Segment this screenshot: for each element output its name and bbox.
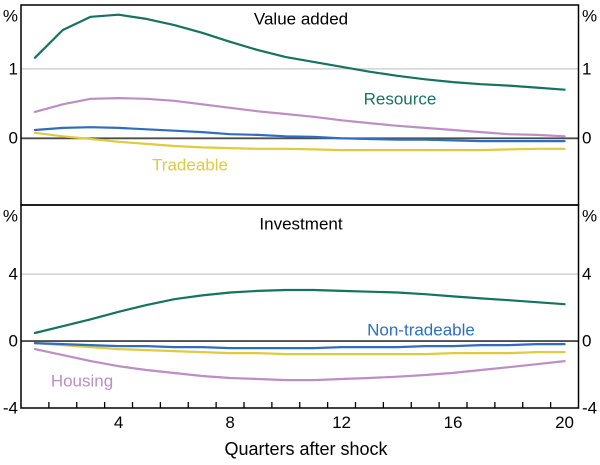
y-tick-label-left: 4 [8,264,18,284]
x-tick-label: 8 [225,413,235,432]
housing-series-label: Housing [50,371,114,391]
tradeable-line [33,131,566,152]
tradeable-line [33,342,566,356]
y-axis-unit-right: % [582,206,598,226]
y-tick-label-left: 0 [8,331,18,351]
x-tick-label: 20 [555,413,575,432]
y-tick-label-left: 0 [8,128,18,148]
y-tick-label-right: 0 [582,331,592,351]
x-tick-label: 16 [443,413,463,432]
y-axis-unit-left: % [2,206,18,226]
x-axis-caption: Quarters after shock [224,439,388,459]
y-tick-label-right: 1 [582,59,592,79]
housing-line [33,348,566,382]
non-tradeable-line [33,342,566,350]
y-tick-label-right: 0 [582,128,592,148]
top-panel-title: Value added [253,9,349,29]
resource-line [33,288,566,335]
y-tick-label-left: 1 [8,59,18,79]
y-axis-unit-left: % [2,6,18,26]
bottom-panel-title: Investment [259,214,343,234]
tradeable-series-label: Tradeable [152,155,228,175]
y-tick-label-right: -4 [582,398,598,418]
non-tradeable-series-label: Non-tradeable [367,320,475,340]
y-tick-label-right: 4 [582,264,592,284]
y-axis-unit-right: % [582,6,598,26]
housing-line [33,96,566,138]
x-tick-label: 12 [332,413,352,432]
x-tick-label: 4 [113,413,124,432]
top-panel-frame [20,4,580,206]
non-tradeable-line [33,126,566,143]
resource-series-label: Resource [363,89,437,109]
y-tick-label-left: -4 [2,398,18,418]
resource-line [33,13,566,91]
